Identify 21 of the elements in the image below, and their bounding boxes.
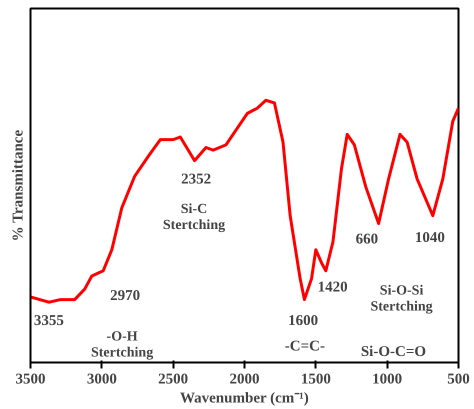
x-tick-label: 2000: [230, 372, 260, 388]
annotation: 660: [356, 232, 378, 248]
x-tick-label: 1500: [300, 372, 331, 388]
annotation: -O-H Stertching: [90, 329, 154, 360]
x-axis-title: Wavenumber (cm⁻¹): [180, 390, 309, 406]
annotation: Si-C Stertching: [162, 202, 226, 233]
x-tick-label: 1000: [372, 372, 402, 388]
annotation: Si-O-C=O: [360, 344, 426, 360]
annotation: 2352: [181, 171, 212, 188]
x-tick-label: 500: [447, 372, 470, 388]
annotation: 1040: [414, 230, 445, 246]
annotation: 1420: [318, 279, 348, 296]
annotation: 1600: [288, 313, 318, 330]
y-axis-title: % Transmittance: [10, 130, 26, 242]
x-tick-label: 3000: [86, 372, 117, 388]
x-tick-label: 2500: [158, 372, 188, 388]
annotation: 3355: [34, 313, 64, 330]
annotation: 2970: [110, 288, 140, 304]
annotation: -C=C-: [284, 338, 325, 355]
annotation: Si-O-Si Stertching: [370, 283, 433, 314]
x-tick-label: 3500: [16, 372, 46, 388]
